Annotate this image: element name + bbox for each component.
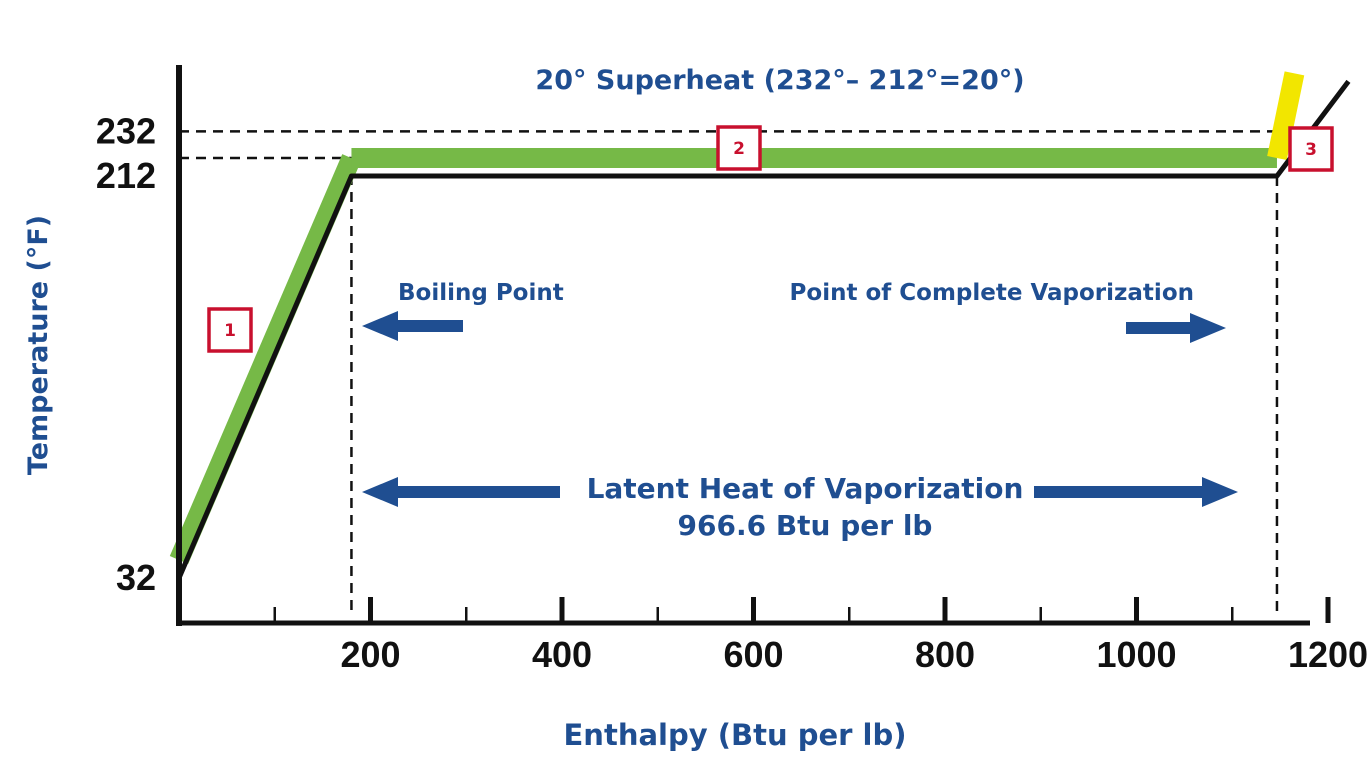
segment-band-1 bbox=[169, 154, 361, 564]
segment-marker-label-2: 2 bbox=[733, 139, 745, 159]
segment-markers: 1 2 3 bbox=[207, 125, 1334, 353]
axes bbox=[176, 65, 1310, 626]
segment-marker-box-3 bbox=[1288, 126, 1334, 172]
y-axis-label: Temperature (°F) bbox=[23, 215, 54, 475]
segment-marker-box-1 bbox=[207, 307, 253, 353]
superheat-label: 20° Superheat (232°– 212°=20°) bbox=[535, 65, 1024, 96]
x-tick-label-400: 400 bbox=[532, 634, 592, 675]
x-tick-label-600: 600 bbox=[723, 634, 783, 675]
latent-heat-label: Latent Heat of Vaporization bbox=[587, 472, 1024, 505]
latent-heat-arrow-left bbox=[362, 477, 560, 507]
x-tick-label-200: 200 bbox=[340, 634, 400, 675]
y-tick-label-232: 232 bbox=[96, 110, 156, 151]
guide-lines bbox=[179, 130, 1297, 613]
x-axis-label: Enthalpy (Btu per lb) bbox=[564, 718, 907, 752]
x-tick-label-800: 800 bbox=[915, 634, 975, 675]
segment-band-3 bbox=[1267, 71, 1305, 161]
complete-vaporization-label: Point of Complete Vaporization bbox=[790, 280, 1194, 306]
x-tick-label-1000: 1000 bbox=[1096, 634, 1176, 675]
y-tick-label-32: 32 bbox=[116, 557, 156, 598]
segment-marker-label-3: 3 bbox=[1305, 140, 1317, 160]
boiling-point-label: Boiling Point bbox=[398, 280, 564, 306]
segment-marker-box-2 bbox=[716, 125, 762, 171]
boiling-point-arrow bbox=[362, 311, 463, 341]
x-tick-label-1200: 1200 bbox=[1288, 634, 1368, 675]
latent-heat-arrow-right bbox=[1034, 477, 1238, 507]
complete-vaporization-arrow bbox=[1126, 313, 1226, 343]
latent-heat-value: 966.6 Btu per lb bbox=[678, 509, 933, 542]
annotation-arrows bbox=[362, 311, 1238, 507]
segment-marker-label-1: 1 bbox=[224, 321, 236, 341]
y-tick-label-212: 212 bbox=[96, 155, 156, 196]
